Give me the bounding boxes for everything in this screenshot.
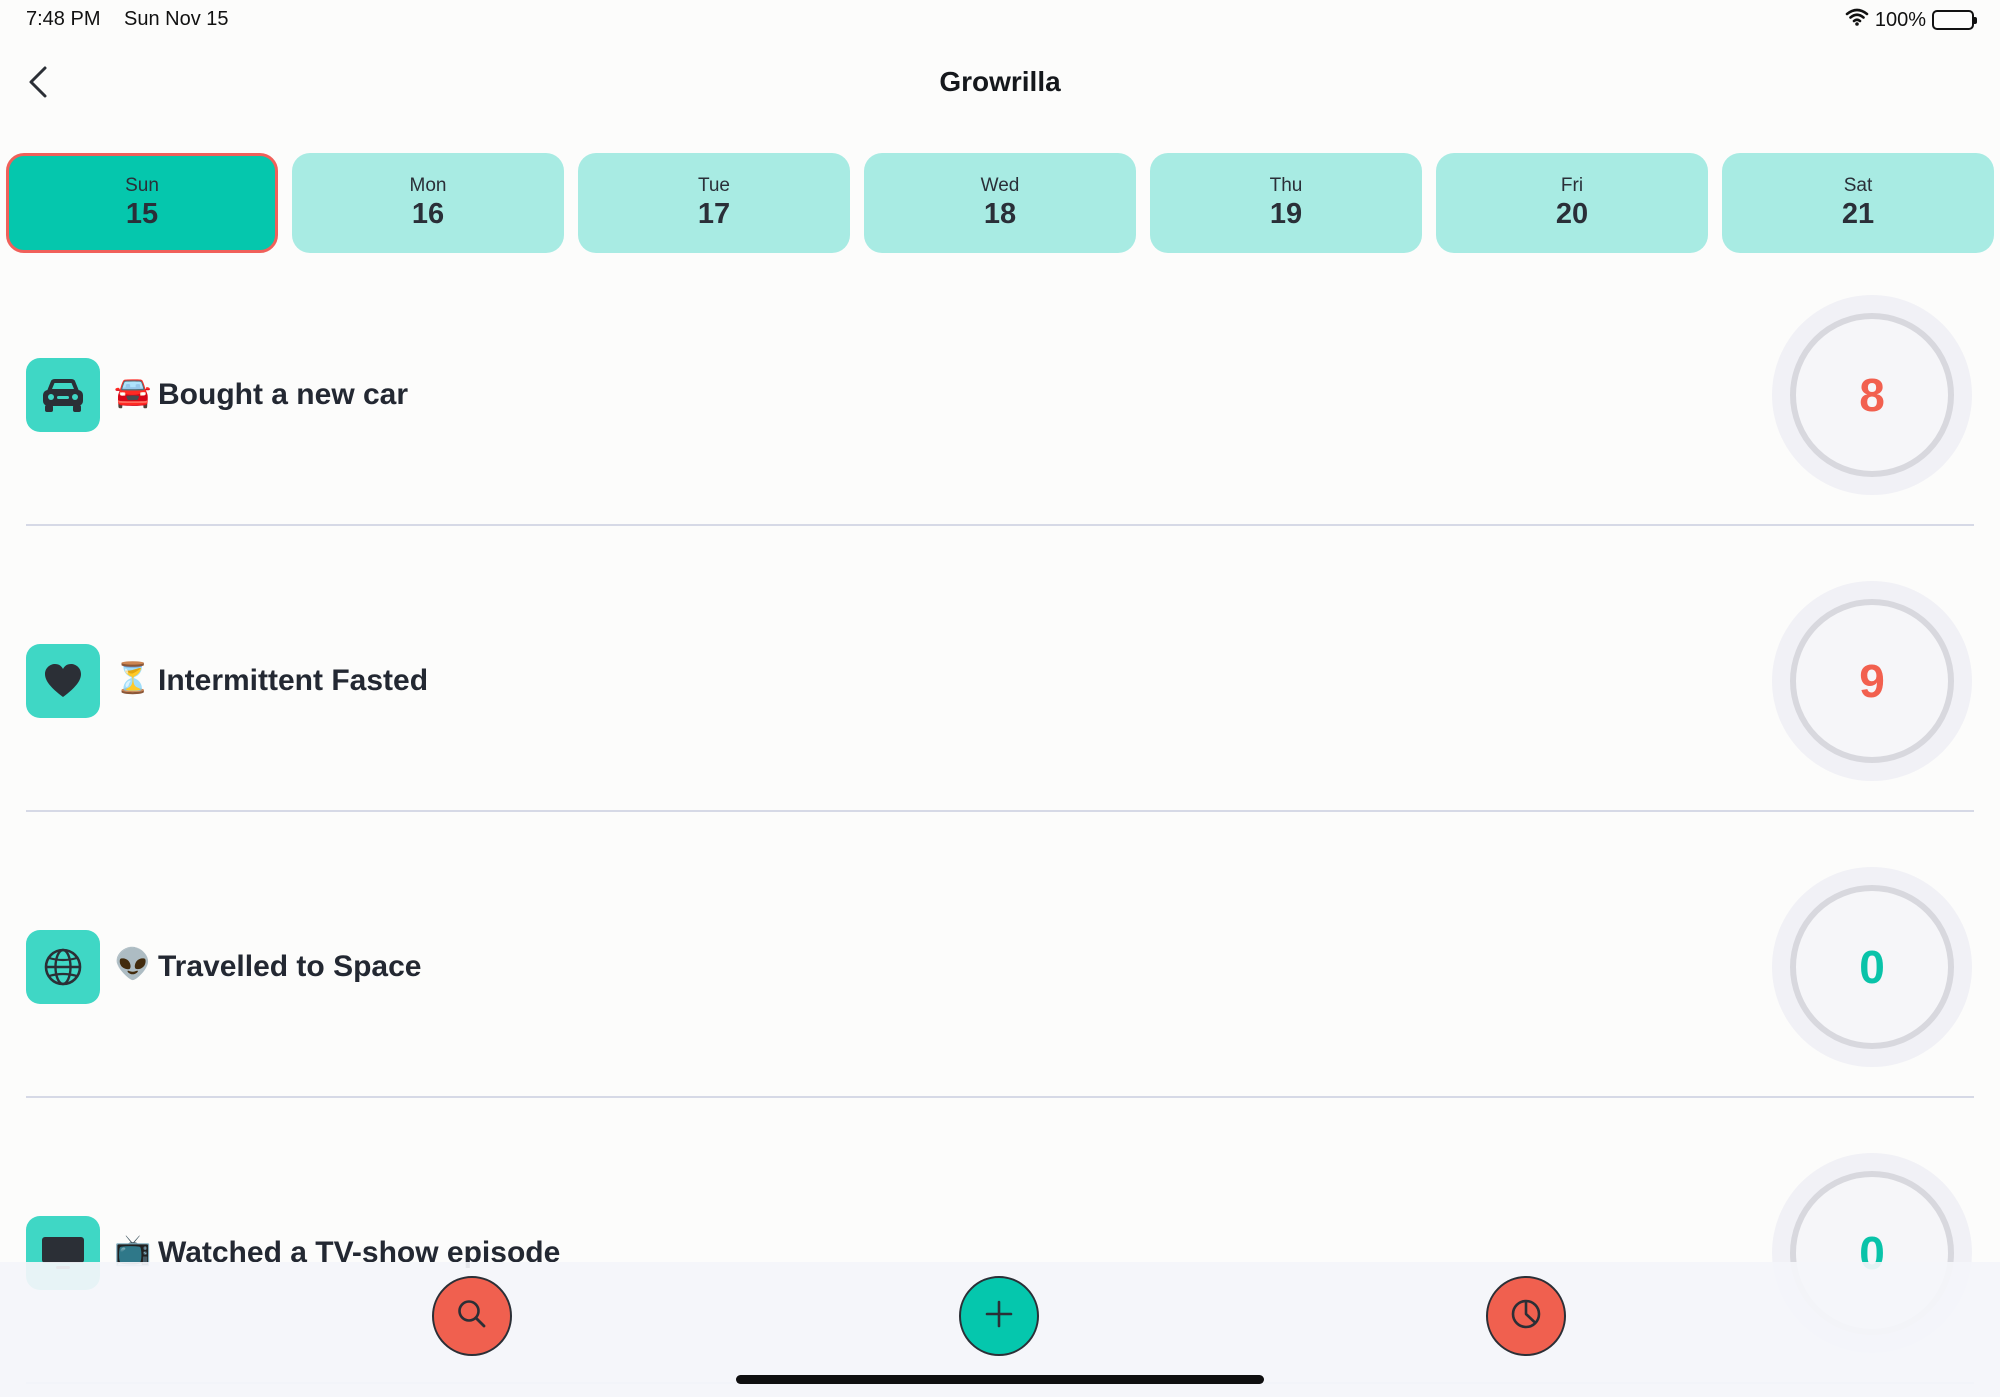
- day-fri[interactable]: Fri 20: [1436, 153, 1708, 253]
- status-time: 7:48 PM: [26, 8, 101, 30]
- divider: [26, 810, 1974, 812]
- bottom-toolbar: [0, 1262, 2000, 1397]
- day-number: 15: [125, 198, 159, 230]
- wifi-icon: [1845, 8, 1869, 32]
- habit-row-car[interactable]: 🚘 Bought a new car 8: [0, 280, 2000, 566]
- day-number: 18: [983, 198, 1017, 230]
- day-mon[interactable]: Mon 16: [292, 153, 564, 253]
- day-name: Mon: [409, 175, 447, 196]
- globe-icon: [26, 930, 100, 1004]
- status-indicators: 100%: [1845, 8, 1977, 32]
- day-name: Tue: [697, 175, 731, 196]
- counter-value: 9: [1859, 655, 1885, 707]
- habit-counter[interactable]: 0: [1772, 867, 1972, 1067]
- week-day-selector: Sun 15 Mon 16 Tue 17 Wed 18 Thu 19 Fri 2…: [6, 153, 1994, 253]
- car-icon: [26, 358, 100, 432]
- day-name: Sun: [125, 175, 159, 196]
- day-wed[interactable]: Wed 18: [864, 153, 1136, 253]
- add-habit-button[interactable]: [959, 1276, 1039, 1356]
- search-icon: [455, 1297, 489, 1336]
- day-name: Fri: [1560, 175, 1584, 196]
- day-thu[interactable]: Thu 19: [1150, 153, 1422, 253]
- day-tue[interactable]: Tue 17: [578, 153, 850, 253]
- navigation-bar: Growrilla: [0, 40, 2000, 130]
- day-number: 19: [1269, 198, 1303, 230]
- battery-percent: 100%: [1874, 8, 1926, 31]
- counter-ring: 0: [1790, 885, 1954, 1049]
- day-number: 21: [1841, 198, 1875, 230]
- counter-ring: 8: [1790, 313, 1954, 477]
- plus-icon: [982, 1297, 1016, 1336]
- divider: [26, 524, 1974, 526]
- habit-counter[interactable]: 9: [1772, 581, 1972, 781]
- habit-row-space[interactable]: 👽 Travelled to Space 0: [0, 852, 2000, 1138]
- habit-emoji: ⏳: [114, 662, 152, 695]
- counter-ring: 9: [1790, 599, 1954, 763]
- battery-icon: [1932, 10, 1977, 30]
- search-button[interactable]: [432, 1276, 512, 1356]
- day-name: Wed: [980, 175, 1020, 196]
- heart-icon: [26, 644, 100, 718]
- home-indicator: [736, 1375, 1264, 1384]
- day-name: Thu: [1269, 175, 1303, 196]
- day-sat[interactable]: Sat 21: [1722, 153, 1994, 253]
- habit-title: Intermittent Fasted: [158, 664, 429, 697]
- habit-emoji: 🚘: [114, 376, 152, 409]
- day-name: Sat: [1843, 175, 1873, 196]
- statistics-button[interactable]: [1486, 1276, 1566, 1356]
- status-date: Sun Nov 15: [124, 8, 229, 30]
- back-button[interactable]: [20, 64, 56, 104]
- habit-row-fasting[interactable]: ⏳ Intermittent Fasted 9: [0, 566, 2000, 852]
- habit-list: 🚘 Bought a new car 8 ⏳ Intermittent Fast…: [0, 280, 2000, 1397]
- day-number: 20: [1555, 198, 1589, 230]
- day-number: 17: [697, 198, 731, 230]
- habit-title: Bought a new car: [158, 378, 409, 411]
- counter-value: 0: [1859, 941, 1885, 993]
- habit-emoji: 📺: [114, 1234, 152, 1267]
- day-number: 16: [411, 198, 445, 230]
- divider: [26, 1096, 1974, 1098]
- habit-emoji: 👽: [114, 948, 152, 981]
- habit-title: Travelled to Space: [158, 950, 422, 983]
- page-title: Growrilla: [939, 66, 1061, 97]
- day-sun[interactable]: Sun 15: [6, 153, 278, 253]
- counter-value: 8: [1859, 369, 1885, 421]
- chevron-left-icon: [27, 65, 49, 104]
- status-bar: 7:48 PM Sun Nov 15 100%: [0, 0, 2000, 40]
- habit-counter[interactable]: 8: [1772, 295, 1972, 495]
- pie-chart-icon: [1508, 1296, 1544, 1337]
